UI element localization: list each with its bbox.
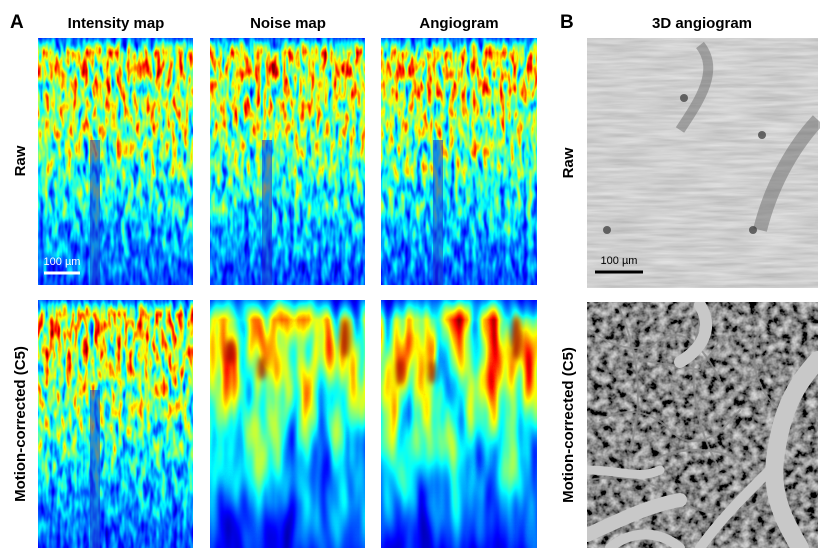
intensity-corrected: [38, 300, 193, 548]
scale-bar-label: 100 µm: [44, 256, 81, 268]
row-label: Raw: [560, 147, 577, 178]
column-title: Angiogram: [419, 15, 498, 32]
panel-b-images: 100 µm: [587, 38, 818, 548]
panel-a-images: 100 µm: [38, 38, 537, 548]
panel-label: A: [10, 12, 24, 33]
column-title: Noise map: [250, 15, 326, 32]
row-label: Raw: [12, 145, 29, 176]
figure: 100 µm 100 µm A Intensity map Noise map …: [0, 0, 820, 548]
scale-bar-label: 100 µm: [601, 255, 638, 267]
panel-label: B: [560, 12, 574, 33]
noise-raw: [210, 38, 365, 285]
row-label: Motion-corrected (C5): [560, 347, 577, 503]
angiogram-raw: [381, 38, 537, 285]
row-label: Motion-corrected (C5): [12, 346, 29, 502]
intensity-raw: [38, 38, 193, 285]
column-title: 3D angiogram: [652, 15, 752, 32]
column-title: Intensity map: [68, 15, 165, 32]
